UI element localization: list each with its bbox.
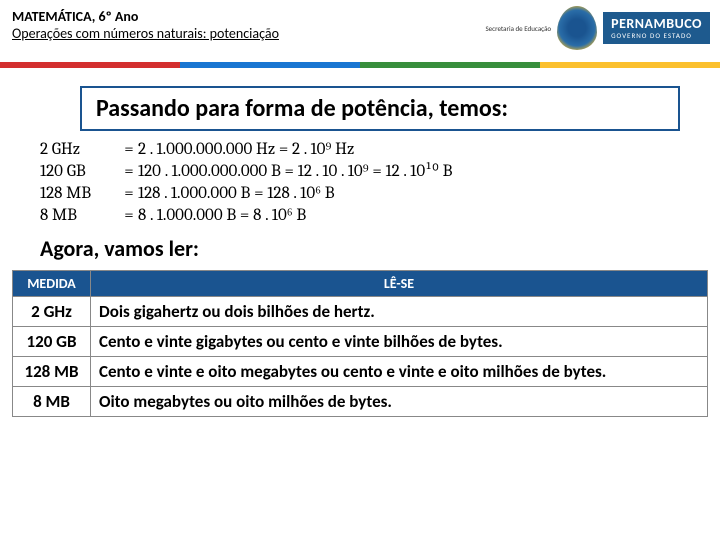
- eq-label: 2 GHz: [40, 140, 120, 159]
- eq-equals: =: [120, 184, 138, 203]
- eq-body: 8 . 1.000.000 B = 8 . 10⁶ B: [138, 205, 680, 225]
- logo-gov: GOVERNO DO ESTADO: [611, 32, 702, 40]
- table-row: 8 MB Oito megabytes ou oito milhões de b…: [13, 387, 708, 417]
- table-header-medida: MEDIDA: [13, 271, 91, 297]
- section-title: Passando para forma de potência, temos:: [80, 86, 680, 131]
- equations-block: 2 GHz = 2 . 1.000.000.000 Hz = 2 . 10⁹ H…: [40, 139, 680, 225]
- reading-table: MEDIDA LÊ-SE 2 GHz Dois gigahertz ou doi…: [12, 270, 708, 417]
- equation-row: 128 MB = 128 . 1.000.000 B = 128 . 10⁶ B: [40, 183, 680, 203]
- cell-reading: Cento e vinte e oito megabytes ou cento …: [91, 357, 708, 387]
- table-row: 128 MB Cento e vinte e oito megabytes ou…: [13, 357, 708, 387]
- cell-medida: 120 GB: [13, 327, 91, 357]
- cell-medida: 8 MB: [13, 387, 91, 417]
- table-row: 120 GB Cento e vinte gigabytes ou cento …: [13, 327, 708, 357]
- cell-reading: Dois gigahertz ou dois bilhões de hertz.: [91, 297, 708, 327]
- eq-equals: =: [120, 162, 138, 181]
- equation-row: 8 MB = 8 . 1.000.000 B = 8 . 10⁶ B: [40, 205, 680, 225]
- cell-medida: 2 GHz: [13, 297, 91, 327]
- subtitle: Agora, vamos ler:: [40, 235, 680, 262]
- equation-row: 120 GB = 120 . 1.000.000.000 B = 12 . 10…: [40, 161, 680, 181]
- table-header-row: MEDIDA LÊ-SE: [13, 271, 708, 297]
- slide-header: MATEMÁTICA, 6º Ano Operações com números…: [0, 0, 720, 62]
- eq-body: 128 . 1.000.000 B = 128 . 10⁶ B: [138, 183, 680, 203]
- table-header-lese: LÊ-SE: [91, 271, 708, 297]
- eq-body: 120 . 1.000.000.000 B = 12 . 10 . 10⁹ = …: [138, 161, 680, 181]
- header-logo: Secretaria de Educação PERNAMBUCO GOVERN…: [485, 6, 710, 50]
- eq-label: 120 GB: [40, 162, 120, 181]
- eq-equals: =: [120, 140, 138, 159]
- cell-reading: Cento e vinte gigabytes ou cento e vinte…: [91, 327, 708, 357]
- table-row: 2 GHz Dois gigahertz ou dois bilhões de …: [13, 297, 708, 327]
- equation-row: 2 GHz = 2 . 1.000.000.000 Hz = 2 . 10⁹ H…: [40, 139, 680, 159]
- logo-state: PERNAMBUCO: [611, 16, 702, 31]
- color-stripe: [0, 62, 720, 68]
- eq-equals: =: [120, 206, 138, 225]
- eq-body: 2 . 1.000.000.000 Hz = 2 . 10⁹ Hz: [138, 139, 680, 159]
- state-crest-icon: [557, 6, 597, 50]
- eq-label: 128 MB: [40, 184, 120, 203]
- cell-reading: Oito megabytes ou oito milhões de bytes.: [91, 387, 708, 417]
- logo-secretaria: Secretaria de Educação: [485, 24, 551, 33]
- eq-label: 8 MB: [40, 206, 120, 225]
- logo-text: PERNAMBUCO GOVERNO DO ESTADO: [603, 12, 710, 43]
- cell-medida: 128 MB: [13, 357, 91, 387]
